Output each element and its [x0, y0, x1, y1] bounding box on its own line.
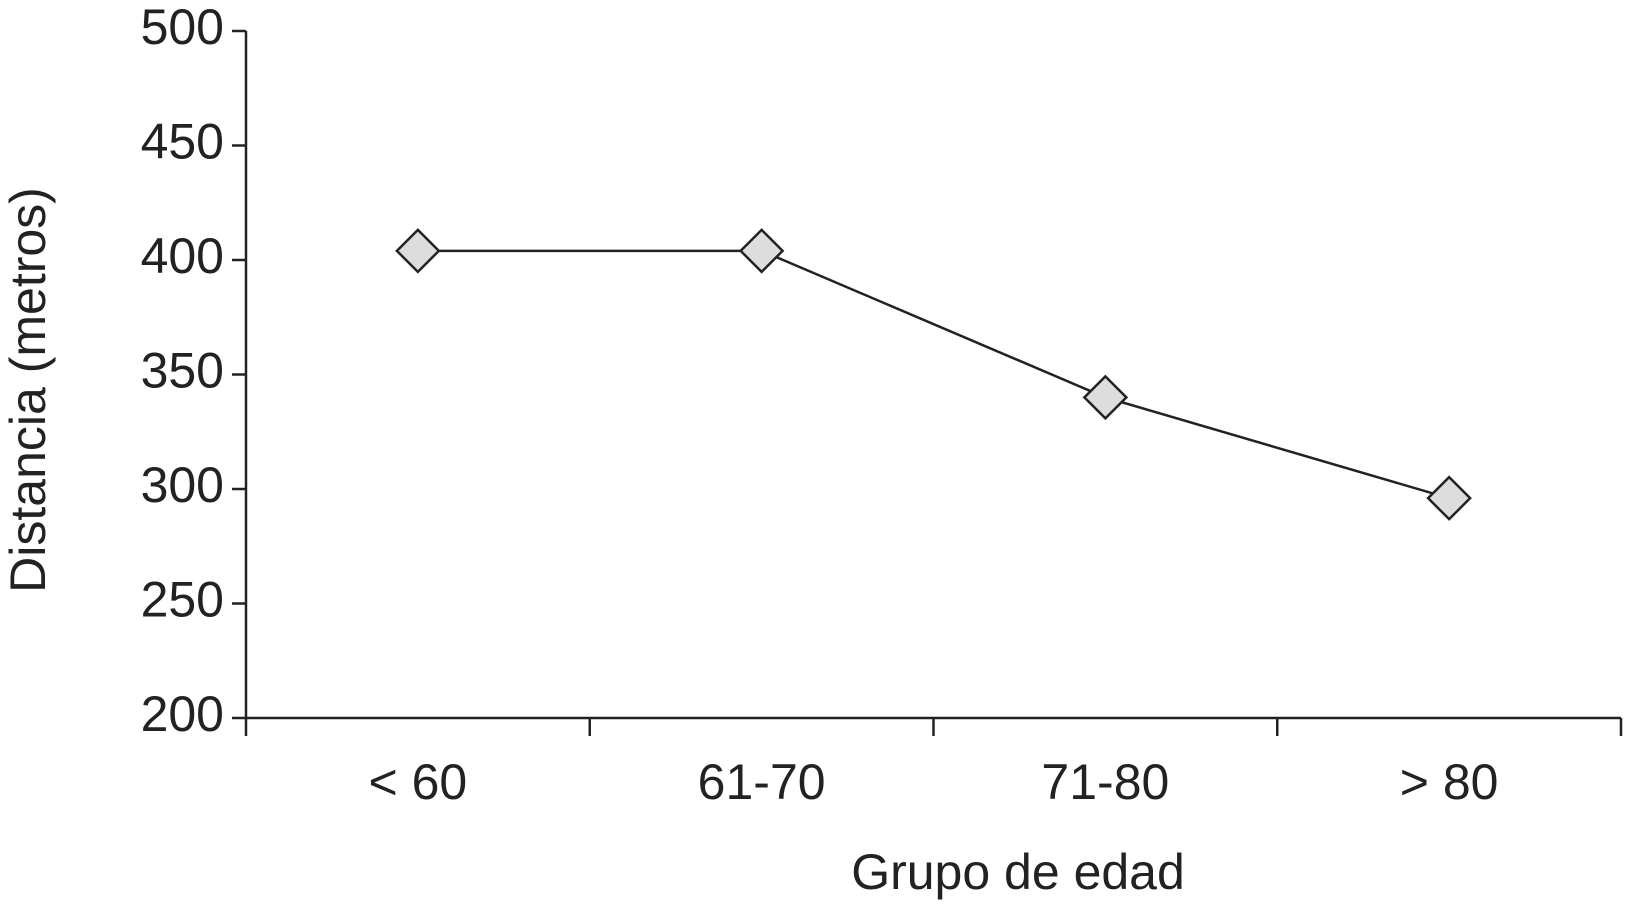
line	[417, 249, 1450, 500]
x-tick-label: < 60	[369, 754, 468, 810]
x-tick-label: > 80	[1400, 754, 1499, 810]
x-axis-label: Grupo de edad	[851, 844, 1185, 900]
y-tick-label: 250	[141, 572, 224, 628]
y-tick-label: 200	[141, 686, 224, 742]
marker	[738, 228, 785, 274]
marker	[395, 228, 441, 274]
x-tick-label: 61-70	[698, 754, 826, 810]
marker	[1082, 374, 1129, 421]
y-axis-label: Distancia (metros)	[0, 187, 56, 593]
y-tick-label: 450	[141, 114, 224, 170]
marker	[1426, 475, 1472, 521]
x-tick-label: 71-80	[1041, 754, 1169, 810]
y-tick-label: 300	[141, 457, 224, 513]
y-tick-label: 500	[141, 0, 224, 55]
y-tick-label: 350	[141, 343, 224, 399]
y-tick-label: 400	[141, 228, 224, 284]
